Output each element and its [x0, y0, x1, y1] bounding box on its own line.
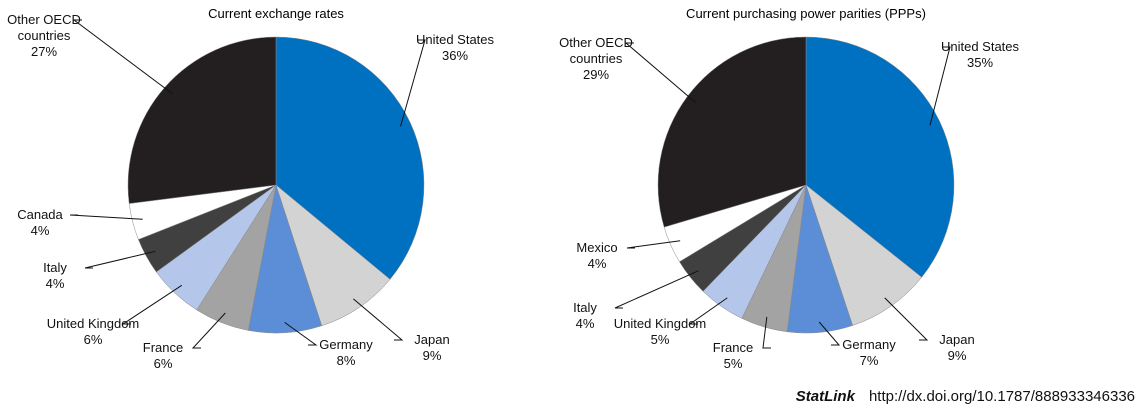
- category-label: United States: [940, 39, 1020, 54]
- slice-label: United Kingdom 6%: [38, 316, 148, 348]
- leader-line: [69, 214, 143, 220]
- slice-label: United States 36%: [400, 32, 510, 64]
- category-label: Other OECD countries: [7, 12, 81, 43]
- category-label: Japan: [939, 332, 975, 347]
- leader-line: [353, 298, 404, 341]
- slice-label: Japan 9%: [902, 332, 1012, 364]
- slice-label: Italy 4%: [0, 260, 110, 292]
- value-label: 5%: [723, 356, 743, 371]
- pie-slice: [275, 36, 425, 280]
- slice-label: France 6%: [108, 340, 218, 372]
- category-label: France: [712, 340, 754, 355]
- slice-label: United States 35%: [925, 39, 1035, 71]
- slice-label: Germany 7%: [814, 337, 924, 369]
- pie-slice: [805, 36, 955, 278]
- category-label: United Kingdom: [613, 316, 707, 331]
- category-label: Japan: [414, 332, 450, 347]
- brand: StatLink: [795, 388, 855, 405]
- leader-line: [818, 321, 841, 346]
- value-label: 36%: [441, 48, 469, 63]
- value-label: 4%: [575, 316, 595, 331]
- leader-line: [191, 312, 226, 349]
- slice-label: Canada 4%: [0, 207, 95, 239]
- leader-line: [762, 316, 771, 349]
- category-label: Mexico: [576, 240, 618, 255]
- slice-label: Japan 9%: [377, 332, 487, 364]
- category-label: United States: [415, 32, 495, 47]
- value-label: 35%: [966, 55, 994, 70]
- leader-line: [688, 297, 728, 325]
- value-label: 9%: [422, 348, 442, 363]
- value-label: 8%: [336, 353, 356, 368]
- slice-label: Other OECD countries 29%: [541, 35, 651, 83]
- value-label: 4%: [30, 223, 50, 238]
- value-label: 27%: [30, 44, 58, 59]
- leader-line: [121, 284, 183, 325]
- value-label: 5%: [650, 332, 670, 347]
- chart-title: Current purchasing power parities (PPPs): [686, 6, 926, 21]
- value-label: 4%: [45, 276, 65, 291]
- value-label: 4%: [587, 256, 607, 271]
- value-label: 9%: [947, 348, 967, 363]
- chart-title: Current exchange rates: [208, 6, 344, 21]
- pie-slice: [657, 36, 807, 228]
- pie-slice: [127, 36, 277, 204]
- category-label: France: [142, 340, 184, 355]
- url: http://dx.doi.org/10.1787/888933346336: [868, 388, 1135, 405]
- footer: StatLink http://dx.doi.org/10.1787/888933…: [796, 388, 1135, 405]
- slice-label: Italy 4%: [530, 300, 640, 332]
- leader-line: [72, 19, 174, 95]
- slice-label: Germany 8%: [291, 337, 401, 369]
- pie-slice: [275, 184, 391, 327]
- leader-line: [284, 321, 318, 346]
- leader-line: [400, 39, 426, 127]
- leader-line: [624, 42, 697, 104]
- category-label: Italy: [43, 260, 67, 275]
- leader-line: [929, 46, 951, 126]
- category-label: Canada: [17, 207, 63, 222]
- category-label: Italy: [573, 300, 597, 315]
- leader-line: [614, 270, 699, 309]
- slice-label: France 5%: [678, 340, 788, 372]
- category-label: United Kingdom: [46, 316, 140, 331]
- leader-line: [884, 297, 929, 341]
- leader-line: [84, 250, 156, 269]
- value-label: 6%: [153, 356, 173, 371]
- value-label: 29%: [582, 67, 610, 82]
- pie-slice: [805, 184, 923, 326]
- value-label: 6%: [83, 332, 103, 347]
- category-label: Other OECD countries: [559, 35, 633, 66]
- slice-label: Other OECD countries 27%: [0, 12, 99, 60]
- slice-label: Mexico 4%: [542, 240, 652, 272]
- slice-label: United Kingdom 5%: [605, 316, 715, 348]
- category-label: Germany: [842, 337, 896, 352]
- leader-line: [626, 240, 681, 249]
- value-label: 7%: [859, 353, 879, 368]
- category-label: Germany: [319, 337, 373, 352]
